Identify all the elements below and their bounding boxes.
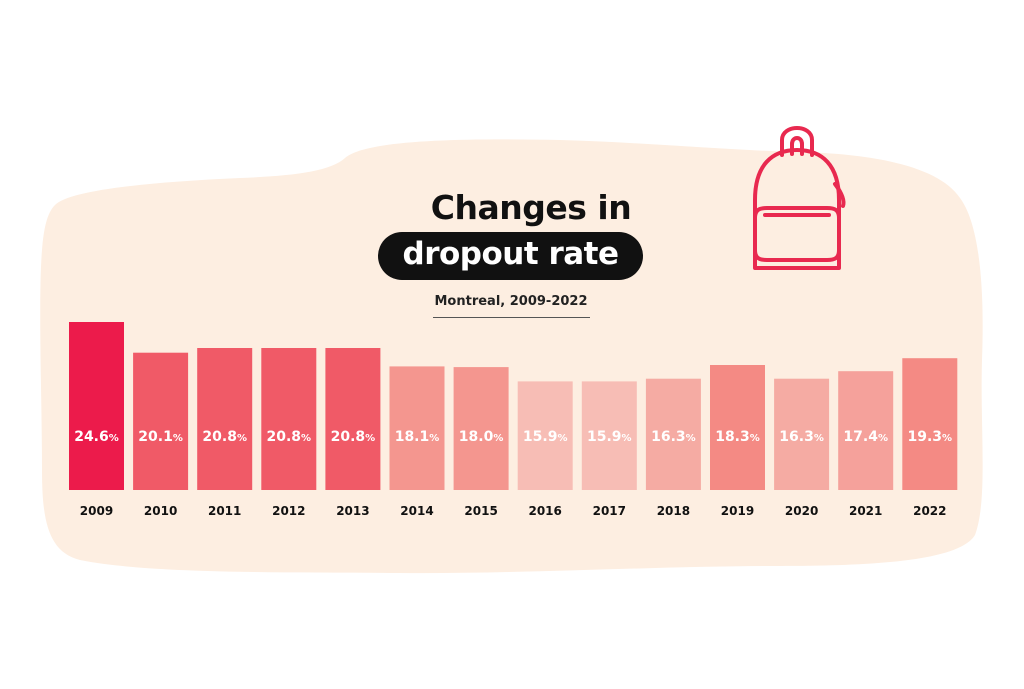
x-tick-label-2021: 2021 bbox=[849, 504, 882, 518]
bar-2022 bbox=[902, 358, 958, 490]
x-tick-label-2016: 2016 bbox=[528, 504, 561, 518]
bar-2017 bbox=[581, 381, 637, 490]
bar-2021 bbox=[838, 371, 894, 490]
bar-2013 bbox=[325, 348, 381, 490]
x-tick-label-2020: 2020 bbox=[785, 504, 818, 518]
bar-value-label-2020: 16.3% bbox=[779, 429, 824, 445]
bar-value-label-2022: 19.3% bbox=[908, 429, 953, 445]
bar-2016 bbox=[517, 381, 573, 490]
bar-2019 bbox=[710, 365, 765, 490]
chart-title-line2: dropout rate bbox=[402, 236, 620, 272]
bar-value-label-2011: 20.8% bbox=[202, 429, 247, 445]
x-tick-label-2009: 2009 bbox=[80, 504, 113, 518]
bar-2011 bbox=[197, 348, 253, 490]
x-tick-label-2017: 2017 bbox=[593, 504, 626, 518]
backpack-icon bbox=[753, 126, 846, 270]
bar-value-label-2015: 18.0% bbox=[459, 429, 504, 445]
bar-2014 bbox=[389, 366, 445, 490]
bar-value-label-2021: 17.4% bbox=[843, 429, 888, 445]
bar-value-label-2010: 20.1% bbox=[138, 429, 183, 445]
x-tick-label-2014: 2014 bbox=[400, 504, 433, 518]
bar-value-label-2016: 15.9% bbox=[523, 429, 568, 445]
x-tick-label-2019: 2019 bbox=[721, 504, 754, 518]
bar-2020 bbox=[774, 378, 830, 490]
bar-value-label-2012: 20.8% bbox=[267, 429, 312, 445]
bar-value-label-2017: 15.9% bbox=[587, 429, 632, 445]
x-tick-label-2013: 2013 bbox=[336, 504, 369, 518]
x-tick-label-2015: 2015 bbox=[464, 504, 497, 518]
x-tick-label-2010: 2010 bbox=[144, 504, 177, 518]
chart-subtitle: Montreal, 2009-2022 bbox=[434, 294, 588, 309]
x-tick-label-2011: 2011 bbox=[208, 504, 241, 518]
bar-2010 bbox=[133, 352, 189, 490]
x-tick-label-2018: 2018 bbox=[657, 504, 690, 518]
bar-2018 bbox=[645, 378, 701, 490]
subtitle-underline bbox=[433, 317, 590, 318]
chart-title-pill bbox=[378, 232, 643, 280]
bar-value-label-2019: 18.3% bbox=[715, 429, 760, 445]
bar-2012 bbox=[261, 348, 317, 490]
bar-2015 bbox=[453, 367, 509, 490]
bar-2009 bbox=[69, 322, 124, 490]
chart-title-line1: Changes in bbox=[430, 188, 632, 227]
bar-value-label-2018: 16.3% bbox=[651, 429, 696, 445]
x-tick-label-2022: 2022 bbox=[913, 504, 946, 518]
x-tick-label-2012: 2012 bbox=[272, 504, 305, 518]
bar-value-label-2013: 20.8% bbox=[331, 429, 376, 445]
bar-value-label-2009: 24.6% bbox=[74, 429, 119, 445]
bar-value-label-2014: 18.1% bbox=[395, 429, 440, 445]
